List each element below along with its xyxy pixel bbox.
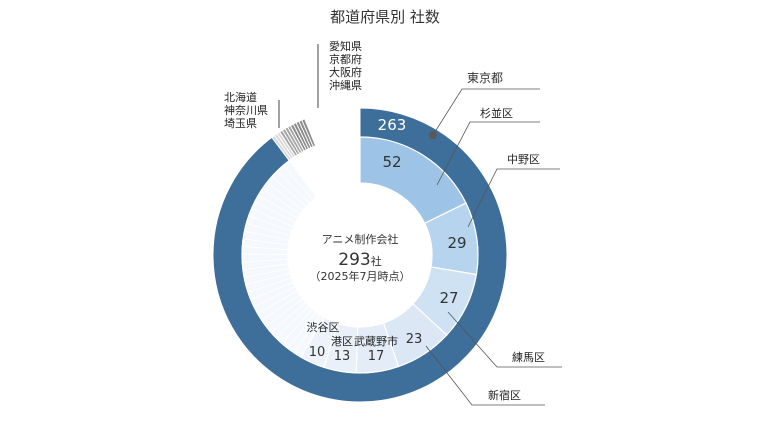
outer-slice-divider [301, 119, 314, 147]
shinjuku-callout-label: 新宿区 [488, 388, 521, 402]
inner-rest-divider [246, 223, 291, 237]
outer-slice-divider [292, 123, 307, 151]
inner-rest-divider [271, 175, 307, 208]
group-a-line-4: 沖縄県 [329, 78, 362, 92]
tokyo-value-label: 263 [378, 116, 407, 134]
outer-slice-divider [281, 129, 298, 156]
suginami-value-label: 52 [382, 153, 401, 171]
nakano-callout-line [467, 168, 560, 228]
group-b-line-1: 北海道 [224, 90, 257, 104]
outer-slice-divider [284, 128, 301, 154]
inner-rest-divider [257, 290, 298, 314]
group-a-line-1: 愛知県 [329, 39, 362, 53]
inner-rest-divider [270, 301, 307, 333]
shibuya-value-label: 10 [309, 345, 326, 360]
musashino-value-label: 17 [368, 349, 385, 364]
shinjuku-value-label: 23 [406, 332, 423, 347]
suginami-callout-line [436, 121, 540, 186]
nerima-value-label: 27 [439, 289, 458, 307]
group-b-label: 北海道 神奈川県 埼玉県 [224, 90, 268, 130]
inner-rest-divider [282, 165, 314, 201]
inner-ring [241, 136, 479, 374]
inner-rest-divider [248, 215, 293, 232]
shibuya-name-label: 渋谷区 [307, 321, 340, 334]
group-a-line-2: 京都府 [329, 52, 362, 66]
inner-rest-divider [287, 311, 317, 349]
outer-slice-divider [298, 121, 312, 148]
inner-rest-divider [275, 305, 310, 339]
center-heading: アニメ制作会社 [322, 232, 399, 246]
inner-rest-divider [262, 188, 301, 215]
tokyo-callout-line [432, 88, 540, 136]
inner-rest-divider [293, 314, 321, 354]
inner-rest-divider [258, 194, 299, 219]
inner-rest-divider [251, 208, 294, 228]
minato-name-label: 港区 [331, 335, 353, 348]
minato-value-label: 13 [334, 349, 351, 364]
inner-rest-divider [243, 238, 289, 246]
inner-rest-divider [261, 294, 301, 321]
inner-rest-divider [254, 201, 296, 224]
inner-rest-divider [247, 277, 292, 293]
tokyo-callout-label: 東京都 [467, 71, 503, 85]
musashino-name-label: 武蔵野市 [354, 334, 398, 348]
group-a-line-3: 大阪府 [329, 65, 362, 79]
inner-rest-divider [266, 181, 304, 211]
center-total-unit: 社 [371, 254, 382, 268]
suginami-callout-label: 杉並区 [480, 106, 513, 120]
outer-slice-divider [295, 122, 310, 149]
group-b-line-3: 埼玉県 [224, 116, 257, 130]
inner-rest-divider [242, 245, 289, 251]
inner-rest-divider [281, 308, 313, 344]
group-b-line-2: 神奈川県 [224, 103, 268, 117]
outer-slice-divider [287, 126, 303, 153]
inner-rest-divider [250, 281, 294, 301]
shinjuku-callout-line [425, 345, 545, 406]
inner-rest-divider [242, 263, 289, 271]
inner-rest-divider [244, 268, 290, 278]
nakano-value-label: 29 [447, 234, 466, 252]
center-note: （2025年7月時点） [310, 269, 411, 283]
center-total-number: 293 [338, 250, 370, 270]
inner-rest-divider [244, 230, 290, 241]
inner-rest-divider [245, 272, 291, 286]
other-slice-label: その他 [332, 113, 356, 123]
center-total: 293社 [338, 250, 381, 270]
outer-slice-divider [276, 133, 294, 158]
inner-rest-divider [265, 298, 304, 327]
nakano-callout-label: 中野区 [507, 153, 540, 166]
inner-rest-divider [242, 258, 289, 263]
chart-title: 都道府県別 社数 [330, 8, 440, 26]
inner-rest-divider [253, 286, 296, 308]
nerima-callout-line [447, 311, 562, 368]
nerima-callout-label: 練馬区 [512, 350, 545, 364]
outer-slice-divider [273, 135, 292, 160]
inner-rest-divider [277, 170, 310, 204]
group-a-label: 愛知県 京都府 大阪府 沖縄県 [329, 39, 362, 92]
